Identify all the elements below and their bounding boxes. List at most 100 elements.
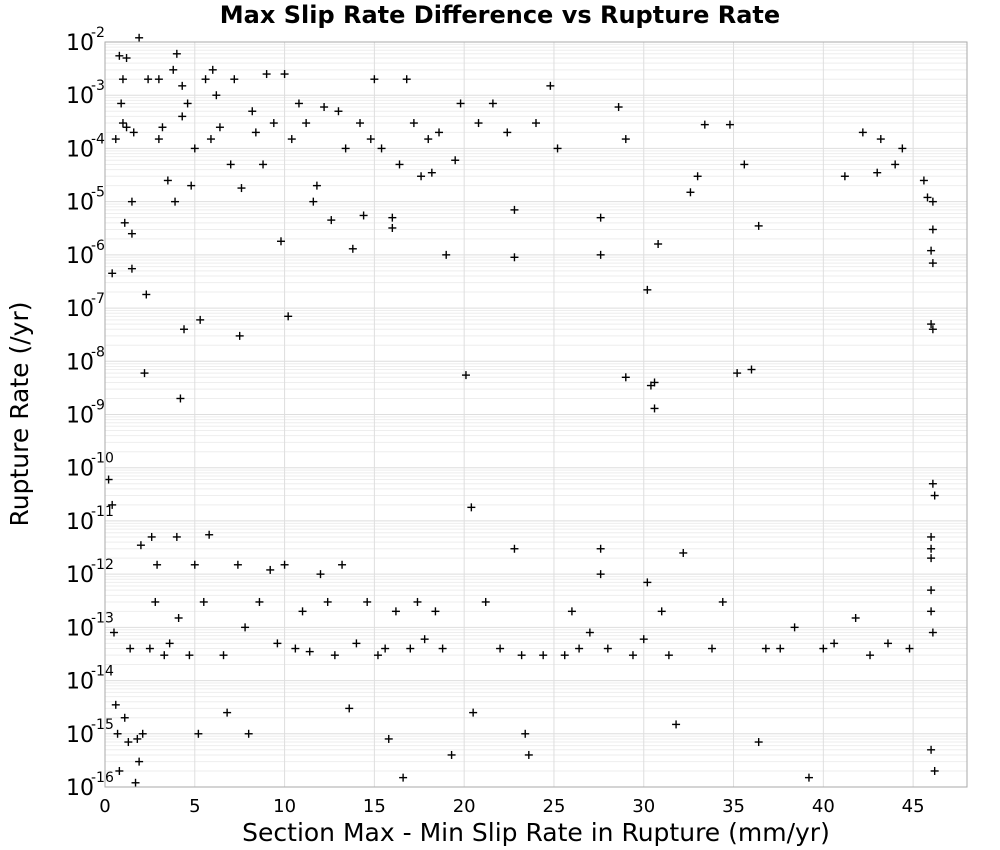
x-tick-label: 20 [453, 796, 476, 817]
data-point [280, 560, 289, 569]
data-point [370, 75, 379, 84]
data-point [233, 560, 242, 569]
data-point [320, 103, 329, 112]
data-point [481, 597, 490, 606]
data-point [438, 644, 447, 653]
data-point [928, 259, 937, 268]
data-point [733, 369, 742, 378]
y-tick-exponent: -14 [91, 664, 114, 680]
data-point [488, 99, 497, 108]
data-point [241, 623, 250, 632]
data-point [126, 644, 135, 653]
y-tick-label: 10 [66, 563, 94, 588]
data-point [510, 253, 519, 262]
data-point [118, 119, 127, 128]
data-point [417, 172, 426, 181]
data-point [654, 239, 663, 248]
y-axis-label: Rupture Rate (/yr) [5, 302, 34, 527]
data-point [650, 404, 659, 413]
y-tick-exponent: -5 [91, 185, 105, 201]
data-point [235, 331, 244, 340]
x-tick-label: 0 [99, 796, 110, 817]
y-tick-label: 10 [66, 137, 94, 162]
data-point [381, 644, 390, 653]
y-tick-exponent: -9 [91, 398, 105, 414]
data-point [700, 120, 709, 129]
x-tick-label: 10 [273, 796, 296, 817]
x-tick-label: 45 [902, 796, 925, 817]
data-point [866, 651, 875, 660]
data-point [927, 607, 936, 616]
data-point [406, 644, 415, 653]
data-point [205, 530, 214, 539]
data-point [172, 532, 181, 541]
data-point [199, 597, 208, 606]
data-point [142, 290, 151, 299]
y-tick-label: 10 [66, 244, 94, 269]
data-point [377, 144, 386, 153]
data-point [858, 128, 867, 137]
data-point [517, 651, 526, 660]
x-tick-label: 40 [812, 796, 835, 817]
data-point [873, 168, 882, 177]
data-point [718, 597, 727, 606]
data-point [124, 738, 133, 747]
data-point [262, 70, 271, 79]
data-point [776, 644, 785, 653]
x-tick-label: 5 [189, 796, 200, 817]
data-point [442, 250, 451, 259]
data-point [359, 211, 368, 220]
data-point [127, 264, 136, 273]
data-point [391, 607, 400, 616]
data-point [650, 378, 659, 387]
data-point [402, 75, 411, 84]
data-point [524, 750, 533, 759]
y-tick-exponent: -3 [91, 78, 105, 94]
data-point [539, 651, 548, 660]
data-point [163, 176, 172, 185]
y-tick-label: 10 [66, 350, 94, 375]
y-tick-exponent: -15 [91, 717, 114, 733]
x-axis-ticks: 0 5 10 15 20 25 30 35 40 45 [99, 796, 924, 817]
data-point [927, 745, 936, 754]
data-point [424, 135, 433, 144]
data-point [614, 103, 623, 112]
data-point [348, 244, 357, 253]
data-point [219, 651, 228, 660]
data-point [117, 99, 126, 108]
data-point [575, 644, 584, 653]
data-point [420, 635, 429, 644]
data-point [190, 560, 199, 569]
data-point [151, 597, 160, 606]
data-point [395, 160, 404, 169]
data-point [496, 644, 505, 653]
data-point [171, 197, 180, 206]
data-point [725, 120, 734, 129]
data-point [686, 188, 695, 197]
data-point [693, 172, 702, 181]
data-point [305, 647, 314, 656]
data-point [366, 135, 375, 144]
data-point [388, 223, 397, 232]
data-point [136, 541, 145, 550]
data-point [384, 734, 393, 743]
data-point [178, 81, 187, 90]
chart-title: Max Slip Rate Difference vs Rupture Rate [220, 1, 780, 29]
data-point [467, 503, 476, 512]
y-tick-label: 10 [66, 31, 94, 56]
data-point [196, 315, 205, 324]
y-axis-ticks: 10-210-310-410-510-610-710-810-910-1010-… [66, 25, 114, 801]
data-point [294, 99, 303, 108]
data-point [327, 216, 336, 225]
data-point [761, 644, 770, 653]
data-point [754, 221, 763, 230]
y-tick-label: 10 [66, 404, 94, 429]
y-tick-label: 10 [66, 191, 94, 216]
data-point [273, 639, 282, 648]
data-point [178, 112, 187, 121]
data-point [876, 135, 885, 144]
data-point [251, 128, 260, 137]
data-point [212, 91, 221, 100]
data-point [643, 578, 652, 587]
y-tick-label: 10 [66, 510, 94, 535]
